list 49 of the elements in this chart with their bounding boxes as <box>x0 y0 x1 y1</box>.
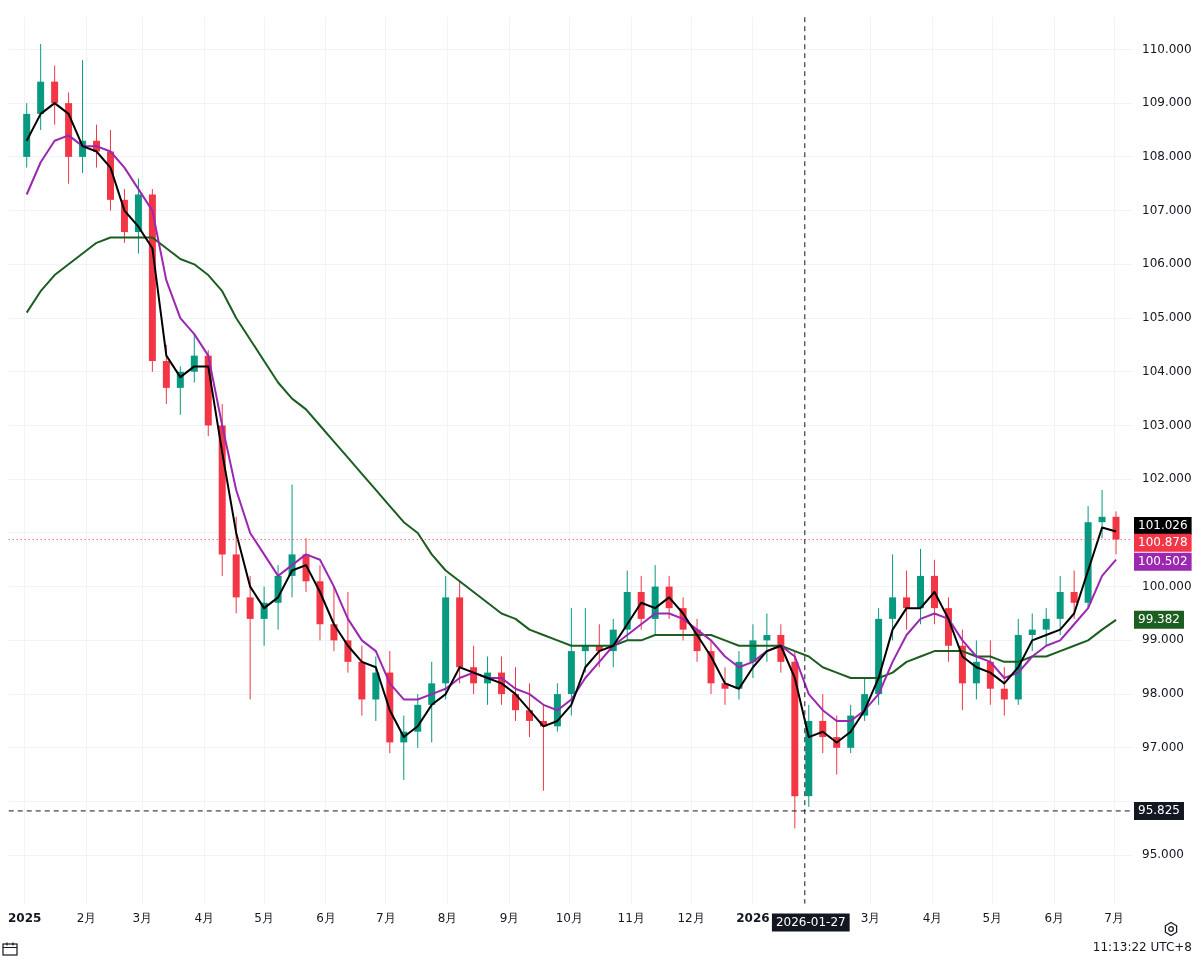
y-tick-label: 107.000 <box>1142 202 1192 217</box>
candlestick <box>246 575 254 700</box>
x-tick-label: 8月 <box>437 910 458 925</box>
x-tick-label: 6月 <box>1044 910 1065 925</box>
y-tick-label: 105.000 <box>1142 310 1192 325</box>
ref-line-label: 100.878 <box>1138 534 1188 549</box>
x-tick-label: 12月 <box>677 910 705 925</box>
candlestick <box>889 553 897 641</box>
x-tick-label: 9月 <box>499 910 520 925</box>
candlestick <box>1028 613 1036 652</box>
x-tick-label: 6月 <box>316 910 336 925</box>
data-label: 99.382 <box>1138 611 1180 626</box>
y-tick-label: 95.000 <box>1142 847 1184 862</box>
candlestick <box>1070 570 1078 620</box>
candlestick <box>1098 489 1106 539</box>
x-tick-label: 7月 <box>1104 910 1124 925</box>
data-label: 100.502 <box>1138 553 1188 568</box>
x-tick-label: 2026 <box>736 910 770 925</box>
y-tick-label: 104.000 <box>1142 363 1192 378</box>
y-tick-label: 109.000 <box>1142 95 1192 110</box>
x-tick-label: 10月 <box>555 910 584 925</box>
x-tick-label: 7月 <box>376 910 396 925</box>
candlestick <box>763 613 771 663</box>
y-tick-label: 102.000 <box>1142 471 1192 486</box>
candlestick <box>51 65 59 126</box>
ref-line-label: 95.825 <box>1138 803 1180 818</box>
y-tick-label: 103.000 <box>1142 417 1192 432</box>
y-tick-label: 110.000 <box>1142 41 1192 56</box>
x-tick-label: 4月 <box>194 910 215 925</box>
y-tick-label: 98.000 <box>1142 686 1184 701</box>
x-tick-label: 3月 <box>860 910 881 925</box>
y-tick-label: 100.000 <box>1142 578 1192 593</box>
candlestick <box>1042 607 1050 647</box>
ref-line-label: 2026-01-27 <box>775 914 846 929</box>
x-tick-label: 11月 <box>617 910 645 925</box>
x-tick-label: 3月 <box>132 910 153 925</box>
x-tick-label: 5月 <box>982 910 1003 925</box>
x-tick-label: 4月 <box>922 910 943 925</box>
candlestick <box>903 570 911 631</box>
y-tick-label: 106.000 <box>1142 256 1192 271</box>
y-tick-label: 99.000 <box>1142 632 1184 647</box>
y-tick-label: 108.000 <box>1142 149 1192 163</box>
x-tick-label: 2月 <box>76 910 97 925</box>
y-tick-label: 97.000 <box>1142 739 1184 754</box>
x-tick-label: 5月 <box>254 910 274 925</box>
x-tick-label: 2025 <box>8 910 42 925</box>
text: 11:13:22 UTC+8 <box>1092 940 1192 954</box>
candlestick <box>1000 666 1008 717</box>
data-label: 101.026 <box>1138 518 1188 533</box>
